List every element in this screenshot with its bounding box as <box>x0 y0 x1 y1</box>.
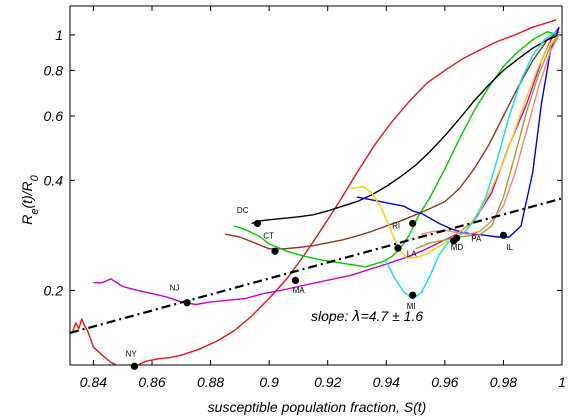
state-point-il <box>499 231 508 239</box>
series-line-1 <box>72 19 557 365</box>
series-line-3 <box>225 31 560 250</box>
x-tick-label: 0.94 <box>373 374 400 390</box>
state-label-mi: MI <box>407 302 416 311</box>
series-line-4 <box>233 31 560 268</box>
state-label-md: MD <box>451 243 464 252</box>
state-point-la <box>394 244 402 252</box>
x-tick-label: 0.9 <box>259 374 279 390</box>
x-tick-label: 0.84 <box>80 374 107 390</box>
x-axis-title: susceptible population fraction, S(t) <box>208 399 427 415</box>
x-tick-label: 0.92 <box>314 374 341 390</box>
state-point-ri <box>409 219 417 228</box>
series-line-5 <box>251 34 560 225</box>
series-line-10 <box>421 34 560 235</box>
points-layer: NY NJ MA CT DC MI LA RI MD PA IL <box>126 206 514 370</box>
state-point-nj <box>183 299 191 307</box>
y-tick-label: 0.6 <box>44 108 64 124</box>
y-tick-label: 0.2 <box>44 282 64 298</box>
state-label-pa: PA <box>471 235 482 244</box>
y-tick-label: 1 <box>55 27 63 43</box>
series-line-7 <box>350 34 560 259</box>
state-point-mi <box>409 291 417 299</box>
state-label-dc: DC <box>237 206 249 215</box>
state-point-dc <box>253 219 262 228</box>
series-line-2 <box>93 26 560 306</box>
x-tick-label: 0.88 <box>197 374 224 390</box>
x-tick-label: 0.96 <box>431 374 458 390</box>
fit-line <box>70 197 562 334</box>
state-label-ri: RI <box>392 222 400 231</box>
x-tick-label: 0.86 <box>138 374 165 390</box>
fit-layer <box>70 197 562 334</box>
y-axis-title: Re(t)/R0 <box>19 174 41 224</box>
state-point-ct <box>271 247 279 255</box>
slope-annotation: slope: λ=4.7 ± 1.6 <box>311 308 423 325</box>
state-point-ma <box>291 276 300 285</box>
state-label-ma: MA <box>293 286 306 295</box>
state-label-nj: NJ <box>170 283 180 292</box>
y-tick-label: 0.8 <box>44 62 64 78</box>
state-point-pa <box>452 234 461 242</box>
state-point-ny <box>130 362 139 370</box>
state-label-il: IL <box>506 243 513 252</box>
series-line-9 <box>415 34 560 250</box>
series-line-6 <box>356 26 560 238</box>
state-label-la: LA <box>407 249 417 258</box>
x-tick-label: 0.98 <box>490 374 517 390</box>
axis-ticks: 0.84 0.86 0.88 0.9 0.92 0.94 0.96 0.98 1 0.2 0.4 0.… <box>44 6 566 390</box>
state-label-ny: NY <box>126 349 138 358</box>
state-label-ct: CT <box>263 232 274 241</box>
plot-frame <box>69 5 563 366</box>
x-tick-label: 1 <box>558 374 566 390</box>
y-tick-label: 0.4 <box>44 172 64 188</box>
